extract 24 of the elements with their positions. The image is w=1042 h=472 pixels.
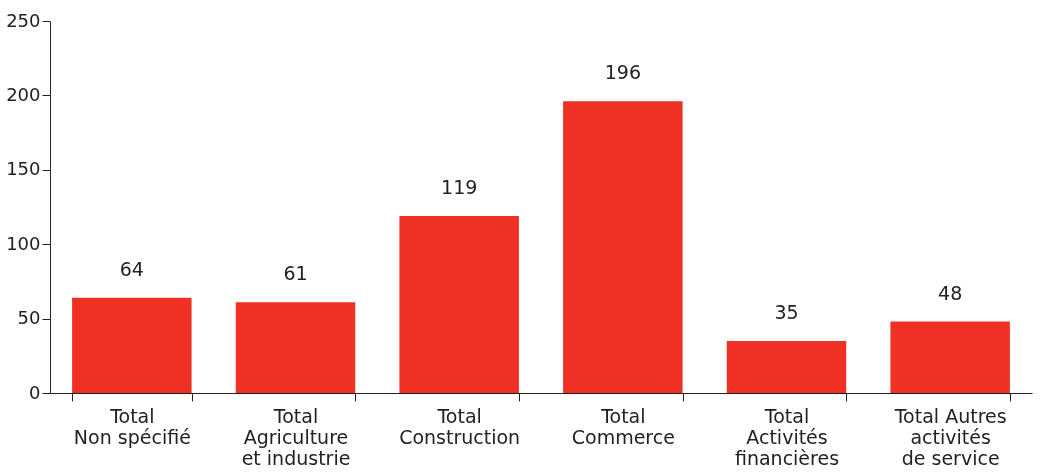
y-tick-label: 250 [6,9,41,31]
data-label: 196 [604,61,641,84]
x-tick-label: Total Commerce [571,404,675,448]
y-tick-label: 150 [6,158,41,180]
bar [726,340,847,393]
data-label: 35 [774,300,799,323]
y-tick-label: 200 [6,83,41,105]
y-tick-label: 0 [29,381,41,403]
bar [890,321,1010,393]
x-tick-label: Total Activités financières [734,404,840,469]
x-tick-label: Total Autres activités de service [893,404,1007,469]
y-tick-label: 50 [17,307,41,329]
x-tick-label: Total Agriculture et industrie [241,404,351,469]
x-tick-label: Total Construction [399,404,521,448]
x-tick-label: Total Non spécifié [73,404,191,448]
y-tick-label: 100 [6,232,41,254]
bar [72,297,192,393]
data-label: 61 [283,262,308,285]
bar [235,302,356,393]
bar [399,215,519,393]
data-label: 48 [938,281,963,304]
data-label: 119 [441,175,478,198]
bar [563,101,683,393]
data-label: 64 [119,257,144,280]
